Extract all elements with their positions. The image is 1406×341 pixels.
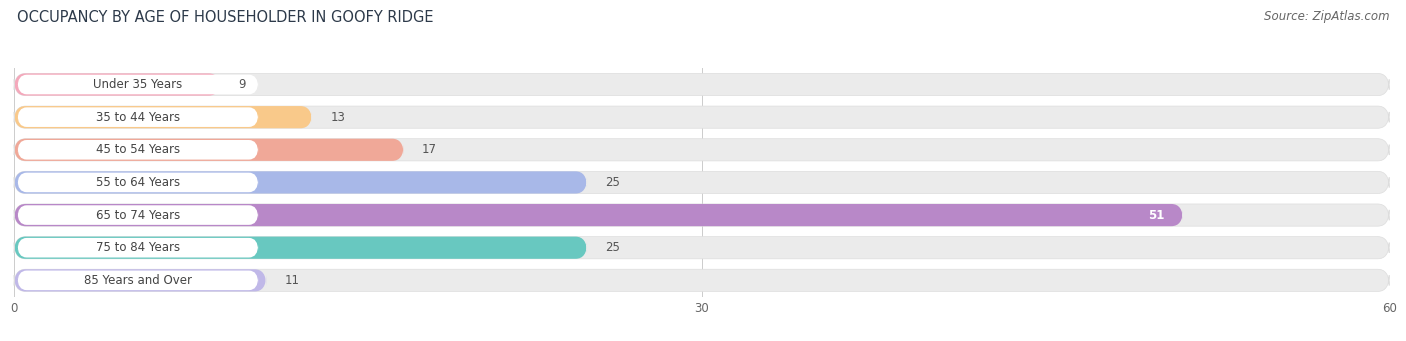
Text: 51: 51 [1149,209,1164,222]
Text: Under 35 Years: Under 35 Years [93,78,183,91]
FancyBboxPatch shape [17,205,259,225]
Text: 65 to 74 Years: 65 to 74 Years [96,209,180,222]
FancyBboxPatch shape [17,270,259,290]
FancyBboxPatch shape [14,204,1182,226]
Text: 25: 25 [606,176,620,189]
Text: 25: 25 [606,241,620,254]
FancyBboxPatch shape [14,73,1389,95]
FancyBboxPatch shape [14,204,1389,226]
Text: 75 to 84 Years: 75 to 84 Years [96,241,180,254]
Text: 55 to 64 Years: 55 to 64 Years [96,176,180,189]
Text: 11: 11 [284,274,299,287]
Text: 85 Years and Over: 85 Years and Over [84,274,191,287]
FancyBboxPatch shape [17,140,259,160]
Text: 9: 9 [239,78,246,91]
FancyBboxPatch shape [14,106,1389,128]
FancyBboxPatch shape [14,106,312,128]
FancyBboxPatch shape [17,107,259,127]
FancyBboxPatch shape [14,73,221,95]
FancyBboxPatch shape [14,139,1389,161]
FancyBboxPatch shape [17,173,259,192]
Text: 17: 17 [422,143,437,156]
Text: 35 to 44 Years: 35 to 44 Years [96,111,180,124]
Text: Source: ZipAtlas.com: Source: ZipAtlas.com [1264,10,1389,23]
FancyBboxPatch shape [14,269,266,292]
FancyBboxPatch shape [14,139,404,161]
Text: 45 to 54 Years: 45 to 54 Years [96,143,180,156]
Text: 13: 13 [330,111,346,124]
FancyBboxPatch shape [17,238,259,257]
FancyBboxPatch shape [17,75,259,94]
FancyBboxPatch shape [14,171,1389,194]
FancyBboxPatch shape [14,237,1389,259]
Text: OCCUPANCY BY AGE OF HOUSEHOLDER IN GOOFY RIDGE: OCCUPANCY BY AGE OF HOUSEHOLDER IN GOOFY… [17,10,433,25]
FancyBboxPatch shape [14,269,1389,292]
FancyBboxPatch shape [14,237,586,259]
FancyBboxPatch shape [14,171,586,194]
